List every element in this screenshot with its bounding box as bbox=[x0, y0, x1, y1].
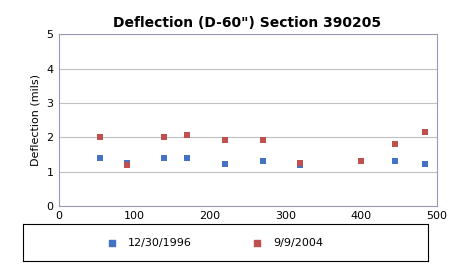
Point bbox=[184, 133, 191, 137]
Point bbox=[96, 134, 104, 139]
Point bbox=[392, 142, 399, 146]
Point bbox=[392, 159, 399, 163]
X-axis label: Distance (ft): Distance (ft) bbox=[213, 226, 282, 236]
Point bbox=[422, 130, 429, 134]
Title: Deflection (D-60") Section 390205: Deflection (D-60") Section 390205 bbox=[113, 16, 382, 30]
Y-axis label: Deflection (mils): Deflection (mils) bbox=[31, 74, 41, 166]
Point bbox=[297, 161, 304, 165]
Point bbox=[221, 138, 229, 142]
Point bbox=[297, 163, 304, 168]
Point bbox=[259, 138, 266, 142]
Point bbox=[422, 162, 429, 166]
Point bbox=[96, 156, 104, 160]
Point bbox=[221, 162, 229, 166]
Point bbox=[184, 156, 191, 160]
Point bbox=[123, 163, 130, 168]
Point bbox=[123, 161, 130, 165]
Point bbox=[161, 156, 168, 160]
Point bbox=[259, 159, 266, 163]
Point bbox=[357, 159, 364, 163]
Point bbox=[161, 135, 168, 139]
Text: 9/9/2004: 9/9/2004 bbox=[274, 238, 324, 248]
Text: 12/30/1996: 12/30/1996 bbox=[128, 238, 192, 248]
Point bbox=[357, 159, 364, 163]
